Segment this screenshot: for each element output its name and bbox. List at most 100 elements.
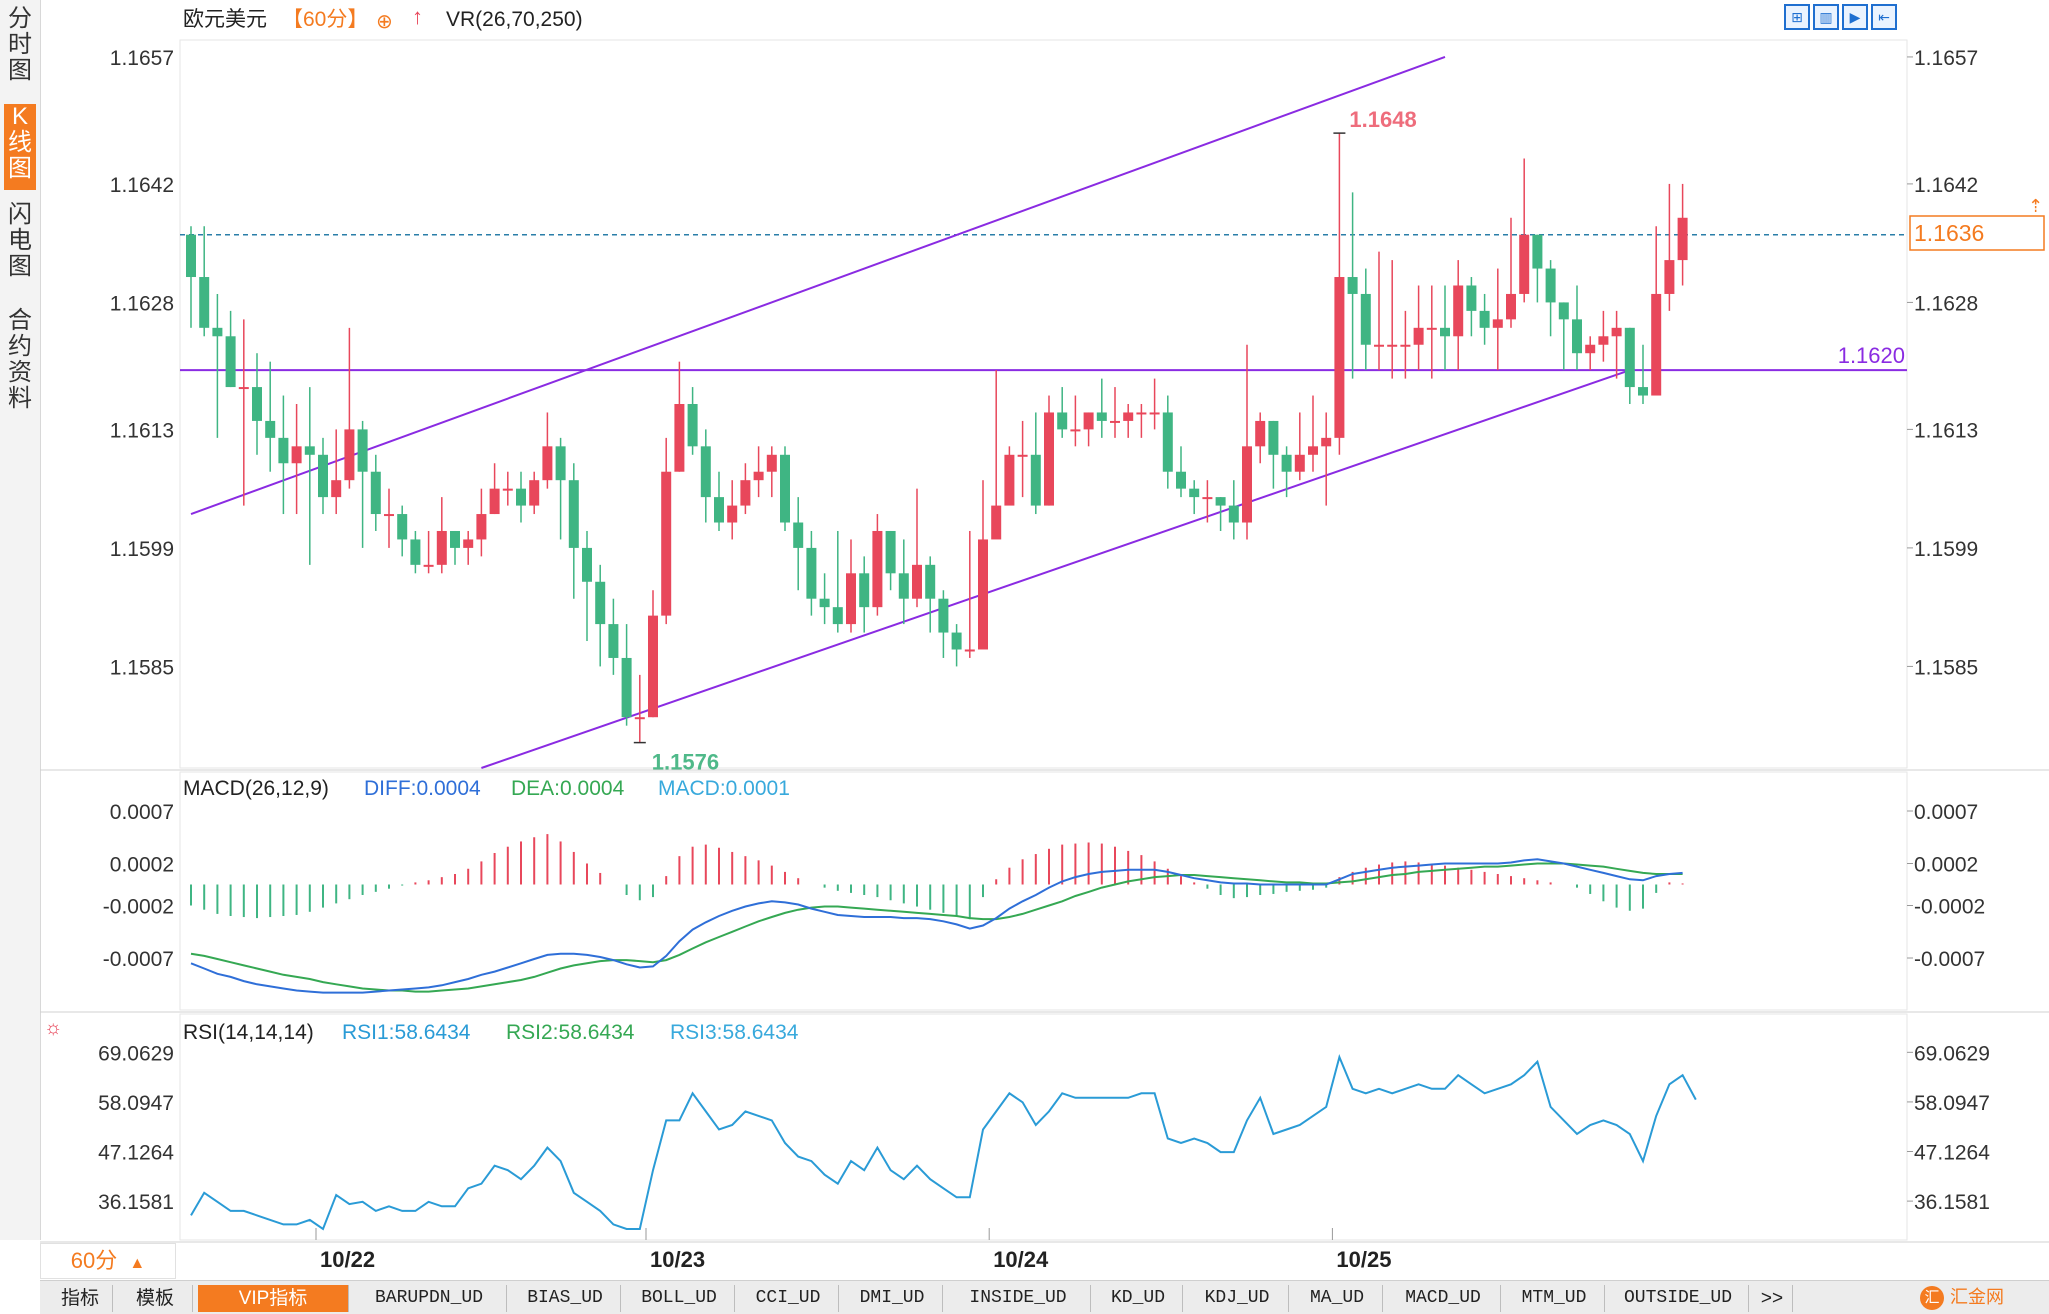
date-tick-label: 10/22 [320, 1247, 375, 1272]
candle-up [740, 480, 751, 506]
sun-icon[interactable]: ☼ [44, 1017, 62, 1039]
macd-tick-label: 0.0007 [1914, 801, 1978, 824]
candle-down [199, 277, 210, 328]
candle-up [436, 530, 447, 565]
rsi-tick-label: 58.0947 [1914, 1092, 1990, 1115]
candle-up [846, 573, 856, 625]
candle-down [714, 497, 724, 523]
bar-chart-icon[interactable]: ▥ [1813, 4, 1839, 30]
back-icon[interactable]: ⇤ [1871, 4, 1897, 30]
candle-down [1440, 327, 1450, 337]
candle-up [978, 539, 988, 650]
candle-up [1242, 446, 1252, 523]
rsi-tick-label: 69.0629 [1914, 1042, 1990, 1065]
channel-lower-line [481, 369, 1631, 769]
candle-down [410, 539, 421, 565]
candle-up [1664, 260, 1675, 294]
candle-up [1255, 420, 1266, 447]
date-tick-label: 10/23 [650, 1247, 705, 1272]
candle-up [238, 387, 249, 390]
tab-kd-ud[interactable]: KD_UD [1094, 1285, 1183, 1312]
candle-up [1123, 412, 1134, 421]
candlestick-series [186, 132, 1688, 744]
candle-up [1308, 446, 1318, 455]
price-axis-left: 1.1657 1.1642 1.1628 1.1613 1.1599 1.1585 [110, 47, 174, 679]
candle-up [1492, 319, 1503, 328]
candle-up [1294, 454, 1305, 472]
tab-ma-ud[interactable]: MA_UD [1292, 1285, 1383, 1312]
chart-area[interactable]: 欧元美元 【60分】 ⊕ ↑ VR(26,70,250) 1.1657 1.164… [0, 0, 2049, 1280]
candle-down [1638, 387, 1648, 396]
arrow-up-icon: ↑ [412, 4, 423, 29]
candle-down [397, 514, 408, 540]
grid-icon[interactable]: ⊞ [1784, 4, 1810, 30]
candle-up [1453, 285, 1464, 337]
caret-up-icon: ▲ [129, 1255, 146, 1272]
candle-down [608, 624, 619, 658]
tab-templates[interactable]: 模板 [118, 1285, 193, 1312]
tab-macd-ud[interactable]: MACD_UD [1386, 1285, 1501, 1312]
candle-up [674, 404, 685, 472]
rsi3-label: RSI3:58.6434 [670, 1021, 799, 1044]
candle-down [1189, 488, 1200, 498]
channel-upper-line [190, 55, 1446, 515]
candle-down [925, 564, 936, 599]
candle-up [1426, 327, 1437, 330]
candle-up [753, 471, 764, 481]
candle-down [885, 530, 896, 574]
tab-barupdn-ud[interactable]: BARUPDN_UD [352, 1285, 507, 1312]
tab-contract-info[interactable]: 合约资料 [8, 307, 32, 412]
candle-down [252, 387, 262, 421]
candle-up [1374, 344, 1384, 347]
candle-up [1400, 344, 1411, 347]
price-tick-label: 1.1613 [110, 419, 174, 442]
tab-outside-ud[interactable]: OUTSIDE_UD [1608, 1285, 1749, 1312]
tab-indicators[interactable]: 指标 [48, 1285, 113, 1312]
price-tick-label: 1.1585 [110, 656, 174, 679]
macd-tick-label: 0.0002 [1914, 854, 1978, 877]
tab-kdj-ud[interactable]: KDJ_UD [1186, 1285, 1289, 1312]
play-icon[interactable]: ▶ [1842, 4, 1868, 30]
logo-text: 汇金网 [1950, 1287, 2004, 1307]
candle-up [1598, 336, 1609, 345]
candle-down [568, 480, 579, 548]
pane-frame [179, 39, 1908, 769]
tab-more[interactable]: >> [1752, 1285, 1793, 1312]
candle-up [331, 480, 342, 498]
candle-down [832, 607, 843, 625]
diff-line [190, 858, 1683, 994]
pane-frame [179, 1013, 1908, 1241]
indicator-tab-bar: 指标 模板 VIP指标 BARUPDN_UD BIAS_UD BOLL_UD C… [40, 1280, 2049, 1314]
tab-inside-ud[interactable]: INSIDE_UD [946, 1285, 1091, 1312]
tab-time-chart[interactable]: 分时图 [8, 5, 32, 84]
candle-up [634, 717, 645, 720]
period-selector-label: 60分 [70, 1248, 118, 1273]
macd-tick-label: -0.0002 [1914, 896, 1985, 919]
candle-down [1558, 302, 1569, 320]
candle-down [212, 327, 223, 337]
candle-down [1268, 420, 1279, 455]
support-price-label: 1.1620 [1838, 343, 1905, 368]
tab-bias-ud[interactable]: BIAS_UD [510, 1285, 621, 1312]
tab-kline-chart[interactable]: K线图 [4, 104, 36, 190]
candle-down [1228, 505, 1239, 523]
tab-boll-ud[interactable]: BOLL_UD [624, 1285, 735, 1312]
rsi-title: RSI(14,14,14) [183, 1021, 314, 1044]
price-tick-label: 1.1599 [110, 538, 174, 561]
settings-icon[interactable]: ⊕ [376, 11, 393, 33]
tab-cci-ud[interactable]: CCI_UD [738, 1285, 839, 1312]
candle-up [964, 649, 975, 652]
tab-mtm-ud[interactable]: MTM_UD [1504, 1285, 1605, 1312]
tab-vip-indicators[interactable]: VIP指标 [198, 1285, 349, 1312]
candle-up [384, 514, 394, 517]
macd-histogram [190, 834, 1684, 920]
rsi2-label: RSI2:58.6434 [506, 1021, 635, 1044]
rsi-tick-label: 36.1581 [98, 1191, 174, 1214]
tab-flash-chart[interactable]: 闪电图 [8, 201, 32, 280]
candle-up [1044, 412, 1054, 506]
period-selector[interactable]: 60分 ▲ [40, 1243, 176, 1279]
tab-dmi-ud[interactable]: DMI_UD [842, 1285, 943, 1312]
low-price-label: 1.1576 [652, 750, 719, 775]
candle-down [1096, 412, 1107, 421]
candle-down [1545, 268, 1556, 303]
